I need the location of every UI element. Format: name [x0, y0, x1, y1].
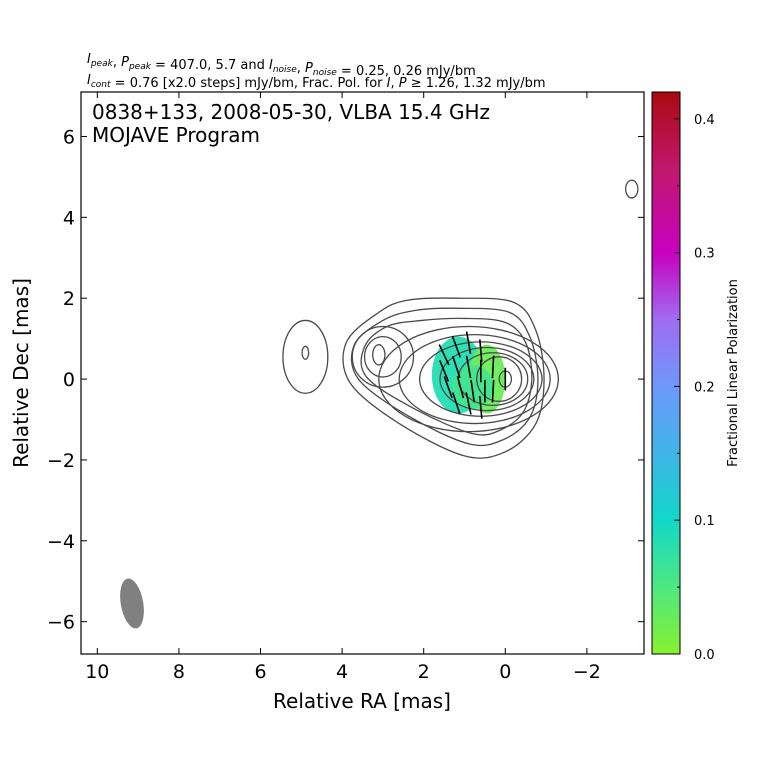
- evpa-tick: [438, 344, 450, 366]
- colorbar-tick-label: 0.0: [694, 648, 715, 663]
- contour-level: [282, 319, 329, 394]
- contour-level: [363, 335, 402, 378]
- plot-title-line-1: 0838+133, 2008-05-30, VLBA 15.4 GHz: [92, 100, 490, 124]
- evpa-tick: [479, 396, 483, 419]
- evpa-tick: [470, 379, 476, 403]
- colorbar-tick-label: 0.1: [694, 514, 715, 529]
- contour-level: [301, 345, 310, 360]
- colorbar-label: Fractional Linear Polarization: [726, 279, 741, 467]
- evpa-tick: [451, 335, 461, 358]
- x-tick-label: 8: [173, 661, 185, 683]
- axis-ticks: 10 8 6 4 2 0 −2 −6 −4 −2 0 2 4 6: [47, 92, 644, 683]
- contour-level: [439, 346, 535, 412]
- contour-envelope: [342, 297, 545, 459]
- beam-ellipse: [120, 578, 144, 629]
- contour-level: [398, 333, 551, 425]
- contour-level: [372, 344, 386, 366]
- evpa-tick: [465, 392, 472, 415]
- colorbar-tick-label: 0.4: [694, 113, 715, 128]
- plot-frame: [80, 91, 645, 655]
- evpa-tick: [452, 355, 461, 378]
- x-tick-label: 6: [254, 661, 266, 683]
- x-tick-label: 4: [336, 661, 348, 683]
- header-line-1: Ipeak, Ppeak = 407.0, 5.7 and Inoise, Pn…: [87, 52, 476, 79]
- x-axis-label: Relative RA [mas]: [273, 689, 451, 713]
- y-axis-label: Relative Dec [mas]: [9, 278, 33, 468]
- header-line-2: Icont = 0.76 [x2.0 steps] mJy/bm, Frac. …: [87, 73, 546, 91]
- evpa-tick: [479, 339, 483, 363]
- evpa-tick: [491, 379, 495, 403]
- y-tick-label: −4: [47, 531, 75, 553]
- contour-envelope: [360, 317, 533, 436]
- x-tick-label: 0: [499, 661, 511, 683]
- evpa-tick: [465, 331, 472, 354]
- colorbar-tick-label: 0.2: [694, 380, 715, 395]
- y-tick-label: −6: [47, 612, 75, 634]
- contour-level: [351, 325, 415, 388]
- y-tick-label: 4: [63, 207, 75, 229]
- evpa-tick: [491, 355, 495, 379]
- y-tick-label: 6: [63, 126, 75, 148]
- x-tick-label: 2: [418, 661, 430, 683]
- colorbar: [651, 91, 681, 655]
- x-tick-label: 10: [85, 661, 109, 683]
- colorbar-ticks: 0.0 0.1 0.2 0.3 0.4: [674, 113, 715, 663]
- evpa-tick: [443, 376, 453, 399]
- y-tick-label: 2: [63, 288, 75, 310]
- y-tick-label: 0: [63, 369, 75, 391]
- evpa-tick: [452, 392, 461, 415]
- intensity-contours: [282, 179, 639, 459]
- plot-area: [120, 179, 639, 629]
- contour-level: [378, 325, 559, 433]
- colorbar-tick-label: 0.3: [694, 247, 715, 262]
- evpa-tick: [439, 360, 450, 382]
- contour-level: [624, 179, 639, 199]
- x-tick-label: −2: [573, 661, 601, 683]
- evpa-tick: [465, 355, 472, 379]
- plot-title-line-2: MOJAVE Program: [92, 123, 260, 147]
- evpa-tick: [456, 376, 465, 399]
- y-tick-label: −2: [47, 450, 75, 472]
- evpa-ticks: [438, 331, 507, 419]
- contour-level: [476, 356, 523, 402]
